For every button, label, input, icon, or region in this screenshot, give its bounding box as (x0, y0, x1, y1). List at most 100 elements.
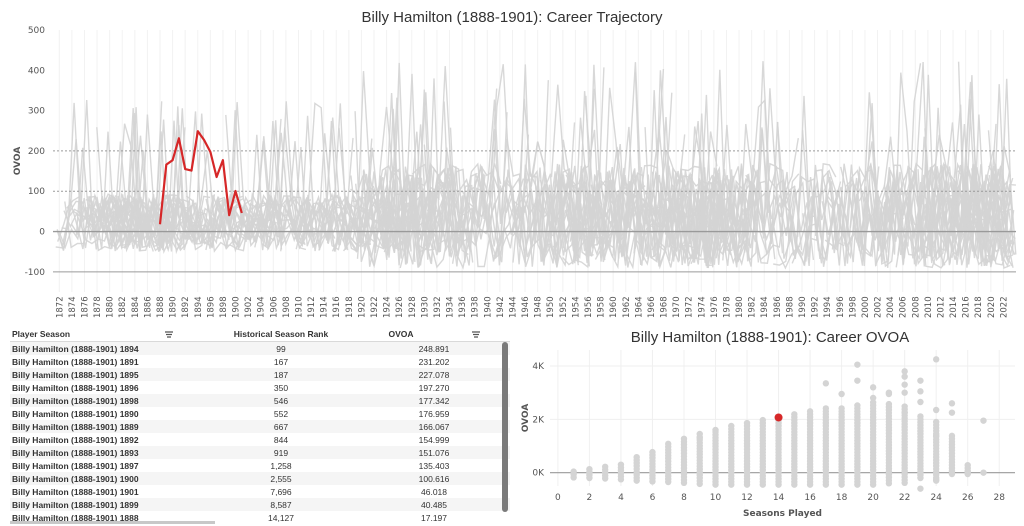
table-row[interactable]: Billy Hamilton (1888-1901) 1893 919 151.07… (10, 446, 510, 459)
x-tick-label: 1954 (571, 296, 581, 318)
table-row[interactable]: Billy Hamilton (1888-1901) 1888 14,127 17.… (10, 511, 510, 524)
x-tick-label: 1950 (546, 296, 556, 318)
background-player-point (885, 400, 893, 408)
x-tick-label: 1982 (748, 296, 758, 318)
cell-player-season: Billy Hamilton (1888-1901) 1894 (10, 341, 204, 355)
background-career-line (433, 164, 478, 263)
column-header-ovoa[interactable]: OVOA (358, 327, 510, 342)
cell-historical-rank: 844 (273, 434, 289, 445)
background-career-line (773, 181, 831, 267)
background-career-line (573, 117, 676, 248)
x-tick-label: 1914 (320, 296, 330, 318)
background-player-point (649, 448, 656, 456)
table-row[interactable]: Billy Hamilton (1888-1901) 1899 8,587 40.4… (10, 498, 510, 511)
x-tick-label: 4 (618, 493, 624, 503)
background-player-point (964, 469, 971, 476)
background-career-line (911, 222, 932, 246)
x-tick-label: 1958 (597, 296, 607, 318)
background-player-point (917, 398, 924, 406)
x-tick-label: 1884 (131, 296, 141, 318)
background-player-point (728, 422, 735, 430)
background-career-line (143, 195, 252, 250)
x-tick-label: 26 (962, 493, 974, 503)
background-career-line (435, 163, 513, 266)
table-row[interactable]: Billy Hamilton (1888-1901) 1895 187 227.07… (10, 368, 510, 381)
column-header-player-season[interactable]: Player Season (10, 327, 204, 342)
background-career-line (233, 127, 349, 252)
background-career-line (444, 169, 528, 263)
x-tick-label: 1904 (257, 296, 267, 318)
background-players (570, 356, 987, 492)
background-career-line (722, 137, 799, 262)
table-row[interactable]: Billy Hamilton (1888-1901) 1892 844 154.99… (10, 433, 510, 446)
table-row[interactable]: Billy Hamilton (1888-1901) 1896 350 197.27… (10, 381, 510, 394)
background-career-line (295, 103, 373, 252)
background-career-line (896, 114, 999, 269)
x-tick-label: 1936 (458, 296, 468, 318)
background-career-line (652, 174, 679, 235)
x-tick-label: 2022 (999, 296, 1009, 318)
table-row[interactable]: Billy Hamilton (1888-1901) 1897 1,258 135.… (10, 459, 510, 472)
background-career-line (359, 92, 431, 251)
cell-historical-rank: 667 (204, 420, 358, 433)
x-tick-label: 1992 (811, 296, 821, 318)
y-tick-label: 300 (28, 107, 45, 117)
x-tick-label: 1964 (634, 296, 644, 318)
cell-historical-rank: 14,127 (268, 512, 294, 523)
x-tick-label: 1908 (282, 296, 292, 318)
x-tick-label: 18 (836, 493, 848, 503)
x-tick-label: 1948 (534, 296, 544, 318)
background-player-point (917, 485, 924, 492)
x-tick-label: 14 (773, 493, 785, 503)
table-row[interactable]: Billy Hamilton (1888-1901) 1894 99 248.891 (10, 341, 510, 355)
x-tick-label: 1918 (345, 296, 355, 318)
background-player-point (901, 368, 908, 375)
background-player-point (901, 403, 908, 410)
background-career-line (791, 176, 850, 264)
background-career-line (802, 141, 892, 266)
sort-icon[interactable] (165, 331, 174, 338)
x-tick-label: 1942 (496, 296, 506, 318)
cell-historical-rank: 350 (273, 382, 289, 393)
x-tick-label: 22 (899, 493, 910, 503)
cell-ovoa: 46.018 (421, 486, 447, 497)
cell-player-season: Billy Hamilton (1888-1901) 1901 (12, 486, 139, 497)
background-careers (55, 61, 1017, 270)
table-row[interactable]: Billy Hamilton (1888-1901) 1898 546 177.34… (10, 394, 510, 407)
cell-ovoa: 227.078 (358, 368, 510, 381)
x-tick-label: 12 (741, 493, 752, 503)
x-tick-label: 1926 (395, 296, 405, 318)
trajectory-chart[interactable]: 500 400 300 200 100 0 -100 OVOA 1872 1874 1876 1878… (0, 0, 1024, 320)
background-player-point (869, 384, 877, 391)
x-tick-label: 24 (930, 493, 942, 503)
cell-historical-rank: 99 (204, 341, 358, 355)
column-header-historical-rank[interactable]: Historical Season Rank (204, 327, 358, 342)
background-player-point (869, 394, 877, 402)
x-tick-label: 2010 (924, 296, 934, 318)
background-player-point (854, 361, 861, 368)
cell-player-season: Billy Hamilton (1888-1901) 1889 (10, 420, 204, 433)
x-tick-label: 2014 (949, 296, 959, 318)
x-tick-label: 1976 (710, 296, 720, 318)
sort-icon[interactable] (471, 331, 480, 338)
table-horizontal-scrollbar[interactable] (10, 521, 215, 524)
background-player-point (570, 468, 577, 475)
background-career-line (350, 175, 433, 264)
x-tick-label: 1872 (55, 296, 65, 318)
x-tick-label: 2012 (936, 296, 946, 318)
background-career-line (326, 192, 417, 249)
x-tick-label: 1920 (357, 296, 367, 318)
table-row[interactable]: Billy Hamilton (1888-1901) 1891 167 231.20… (10, 355, 510, 368)
x-tick-label: 0 (555, 493, 561, 503)
y-axis-label: OVOA (521, 404, 531, 433)
background-career-line (984, 146, 1012, 266)
table-row[interactable]: Billy Hamilton (1888-1901) 1900 2,555 100.… (10, 472, 510, 485)
table-scrollbar[interactable] (502, 342, 508, 512)
table-row[interactable]: Billy Hamilton (1888-1901) 1890 552 176.95… (10, 407, 510, 420)
background-player-point (806, 408, 814, 415)
table-row[interactable]: Billy Hamilton (1888-1901) 1889 667 166.06… (10, 420, 510, 433)
table-row[interactable]: Billy Hamilton (1888-1901) 1901 7,696 46.0… (10, 485, 510, 498)
background-career-line (936, 161, 976, 240)
y-tick-label: 200 (28, 147, 45, 157)
